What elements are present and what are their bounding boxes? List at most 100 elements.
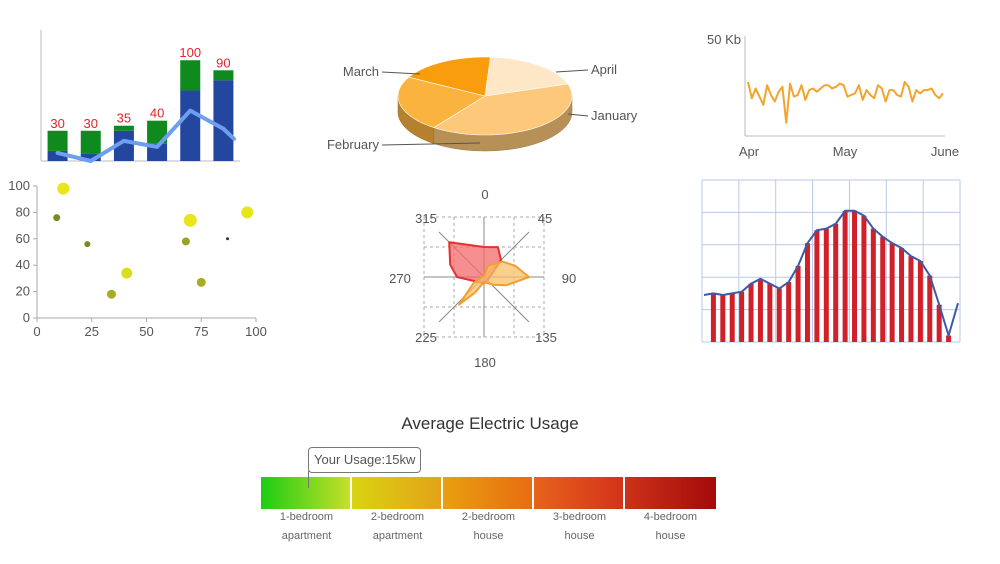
polar-chart: 0 45 90 135 180 225 270 315 bbox=[389, 187, 576, 370]
column-bar-seg-1-5 bbox=[213, 70, 234, 81]
polar-angle-label: 0 bbox=[481, 187, 488, 202]
bubble-point-9 bbox=[241, 206, 254, 219]
bubble-y-tick: 20 bbox=[16, 284, 30, 299]
grid-bar-12 bbox=[814, 230, 820, 342]
column-bar-seg-0-1 bbox=[80, 153, 101, 161]
column-data-label: 100 bbox=[179, 45, 201, 60]
usage-scale-bar bbox=[261, 477, 716, 509]
traffic-x-tick: May bbox=[833, 144, 858, 159]
column-bar-seg-0-2 bbox=[113, 130, 134, 161]
bubble-point-2 bbox=[84, 241, 91, 248]
usage-segment-1 bbox=[352, 477, 443, 509]
usage-label-line: house bbox=[473, 530, 504, 542]
usage-segment-label-1: 2-bedroom apartment bbox=[352, 508, 443, 546]
column-bar-seg-1-3 bbox=[147, 120, 168, 144]
usage-marker-line bbox=[308, 471, 309, 488]
pie-leader-1 bbox=[381, 142, 481, 146]
grid-bar-2 bbox=[720, 295, 726, 342]
grid-bar-line-chart bbox=[701, 179, 961, 343]
grid-bar-21 bbox=[899, 248, 905, 342]
pie-label-1: February bbox=[327, 137, 380, 152]
pie-label-2: January bbox=[591, 108, 638, 123]
bubble-x-tick: 25 bbox=[85, 324, 99, 339]
grid-bar-3 bbox=[729, 293, 735, 342]
bubble-point-8 bbox=[226, 237, 230, 241]
traffic-line-series bbox=[747, 80, 944, 124]
bubble-y-tick: 80 bbox=[16, 204, 30, 219]
grid-bar-13 bbox=[823, 228, 829, 342]
bubble-chart: 0 25 50 75 100 0 20 40 60 80 100 bbox=[8, 178, 267, 339]
bubble-x-tick: 50 bbox=[139, 324, 153, 339]
grid-bar-25 bbox=[936, 304, 942, 342]
grid-bar-9 bbox=[786, 282, 792, 342]
column-data-label: 30 bbox=[84, 116, 98, 131]
usage-title: Average Electric Usage bbox=[401, 414, 579, 433]
grid-bar-17 bbox=[861, 215, 867, 342]
pie-chart: March February January April bbox=[327, 56, 638, 152]
pie-leader-2 bbox=[567, 113, 589, 117]
bubble-point-4 bbox=[106, 289, 116, 299]
column-line-series bbox=[55, 108, 226, 163]
grid-bar-19 bbox=[880, 236, 886, 342]
polar-angle-label: 90 bbox=[562, 271, 576, 286]
column-bar-seg-1-2 bbox=[113, 125, 134, 131]
usage-label-line: house bbox=[655, 530, 686, 542]
polar-angle-label: 225 bbox=[415, 330, 437, 345]
usage-label-line: apartment bbox=[281, 530, 332, 542]
traffic-x-tick: Apr bbox=[739, 144, 760, 159]
usage-label-line: 1-bedroom bbox=[279, 511, 334, 523]
column-data-label: 35 bbox=[117, 111, 131, 126]
column-bar-seg-0-0 bbox=[47, 150, 68, 161]
usage-marker-tooltip: Your Usage:15kw bbox=[308, 447, 422, 473]
pie-label-0: March bbox=[343, 64, 379, 79]
pie-slice-2 bbox=[408, 56, 491, 97]
bubble-x-tick: 100 bbox=[245, 324, 267, 339]
bubble-y-tick: 60 bbox=[16, 231, 30, 246]
usage-label-line: apartment bbox=[372, 530, 423, 542]
grid-bar-8 bbox=[776, 288, 782, 342]
usage-label-line: 2-bedroom bbox=[461, 511, 516, 523]
grid-bar-6 bbox=[757, 278, 763, 342]
bubble-point-0 bbox=[57, 182, 70, 195]
usage-label-line: house bbox=[564, 530, 595, 542]
column-bar-seg-0-3 bbox=[147, 143, 168, 161]
usage-segment-4 bbox=[625, 477, 716, 509]
usage-label-line: 4-bedroom bbox=[643, 511, 698, 523]
grid-bar-4 bbox=[739, 291, 745, 342]
bubble-y-tick: 0 bbox=[23, 310, 30, 325]
grid-bar-5 bbox=[748, 283, 754, 342]
column-bar-seg-1-1 bbox=[80, 130, 101, 154]
pie-slice-1 bbox=[397, 76, 486, 128]
column-data-label: 40 bbox=[150, 106, 164, 121]
grid-bar-7 bbox=[767, 283, 773, 342]
grid-bar-26 bbox=[946, 335, 952, 342]
usage-segment-label-4: 4-bedroom house bbox=[625, 508, 716, 546]
grid-bar-14 bbox=[833, 223, 839, 342]
column-bar-seg-1-0 bbox=[47, 130, 68, 151]
column-line-chart: 30 30 35 40 100 90 bbox=[40, 30, 240, 163]
polar-angle-label: 315 bbox=[415, 211, 437, 226]
bubble-y-tick: 40 bbox=[16, 257, 30, 272]
traffic-line-chart: 50 Kb Apr May June bbox=[707, 32, 959, 159]
usage-segment-label-0: 1-bedroom apartment bbox=[261, 508, 352, 546]
column-data-label: 30 bbox=[50, 116, 64, 131]
traffic-x-tick: June bbox=[931, 144, 959, 159]
usage-segment-label-2: 2-bedroom house bbox=[443, 508, 534, 546]
grid-bar-22 bbox=[908, 256, 914, 342]
grid-line-series bbox=[703, 209, 959, 337]
grid-bar-15 bbox=[842, 210, 848, 342]
column-line-tail bbox=[221, 126, 236, 141]
polar-series-1 bbox=[458, 260, 530, 306]
polar-angle-label: 45 bbox=[538, 211, 552, 226]
grid-bar-24 bbox=[927, 275, 933, 342]
grid-bar-10 bbox=[795, 265, 801, 342]
column-data-label: 90 bbox=[216, 55, 230, 70]
bubble-point-1 bbox=[53, 214, 61, 222]
bubble-y-tick: 100 bbox=[8, 178, 30, 193]
grid-bar-18 bbox=[870, 228, 876, 342]
usage-label-line: 3-bedroom bbox=[552, 511, 607, 523]
pie-slice-3 bbox=[484, 56, 569, 97]
bubble-x-tick: 75 bbox=[194, 324, 208, 339]
usage-scale-labels: 1-bedroom apartment 2-bedroom apartment 2-be… bbox=[261, 508, 716, 546]
